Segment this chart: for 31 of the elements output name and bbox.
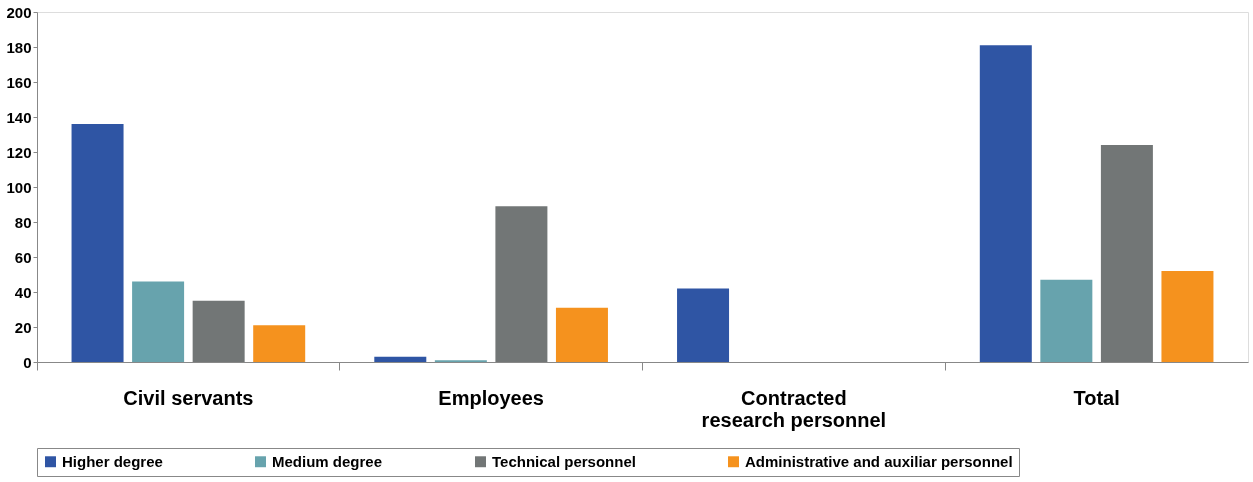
bar — [1100, 145, 1153, 362]
y-tick-label: 80 — [14, 213, 32, 231]
legend-label: Technical personnel — [492, 452, 636, 470]
bar — [677, 288, 730, 362]
legend-label: Administrative and auxiliar personnel — [745, 452, 1013, 470]
bar — [495, 206, 548, 362]
legend-label: Higher degree — [62, 452, 163, 470]
bar — [1161, 271, 1214, 362]
legend-label: Medium degree — [272, 452, 383, 470]
y-tick-label: 200 — [6, 3, 32, 21]
x-tick-label: Contracted research personnel — [701, 386, 887, 431]
bar — [1040, 279, 1093, 362]
bar — [71, 124, 124, 362]
y-tick-label: 60 — [14, 248, 32, 266]
y-tick-label: 20 — [14, 318, 32, 336]
y-tick-label: 120 — [6, 143, 32, 161]
bar — [979, 45, 1032, 362]
y-tick-label: 0 — [23, 353, 32, 371]
y-tick-label: 140 — [6, 108, 32, 126]
x-tick-label: Employees — [438, 386, 544, 409]
bar — [132, 281, 185, 362]
y-tick-label: 100 — [6, 178, 32, 196]
bar — [253, 325, 306, 362]
y-tick-label: 180 — [6, 38, 32, 56]
x-tick-label: Civil servants — [123, 386, 254, 409]
bar — [192, 300, 245, 362]
y-tick-label: 40 — [14, 283, 32, 301]
bar — [374, 356, 427, 362]
x-tick-label: Total — [1073, 386, 1120, 409]
bar — [555, 307, 608, 362]
y-tick-label: 160 — [6, 73, 32, 91]
